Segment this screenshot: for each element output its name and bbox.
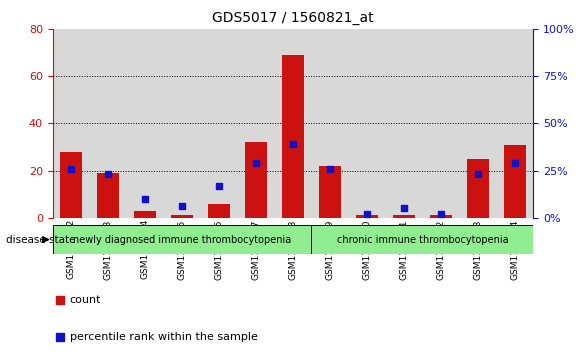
Point (362, 211, 372, 217)
Bar (282, 55, 304, 218)
Bar (171, 215, 193, 218)
Bar (312, 29, 349, 218)
Bar (134, 211, 156, 218)
Point (67, 166, 76, 172)
Bar (504, 144, 526, 218)
Bar (53, 29, 90, 218)
Point (436, 211, 445, 217)
Point (214, 183, 224, 189)
Text: GDS5017 / 1560821_at: GDS5017 / 1560821_at (212, 11, 374, 25)
Bar (423, 29, 459, 218)
Bar (466, 159, 489, 218)
Point (399, 205, 408, 211)
Point (55, 297, 64, 303)
Point (141, 196, 150, 202)
Bar (237, 29, 274, 218)
Bar (127, 29, 163, 218)
Bar (53, 225, 312, 254)
Bar (312, 225, 533, 254)
Text: percentile rank within the sample: percentile rank within the sample (70, 332, 257, 342)
Bar (356, 215, 378, 218)
Point (104, 171, 113, 177)
Bar (386, 29, 423, 218)
Bar (393, 215, 415, 218)
Bar (60, 152, 82, 218)
Bar (349, 29, 386, 218)
Bar (90, 29, 127, 218)
Point (325, 166, 335, 172)
Text: disease state: disease state (6, 234, 76, 245)
Bar (97, 173, 120, 218)
Point (473, 171, 482, 177)
Point (251, 160, 261, 166)
Point (55, 334, 64, 340)
Text: newly diagnosed immune thrombocytopenia: newly diagnosed immune thrombocytopenia (73, 234, 291, 245)
Bar (496, 29, 533, 218)
Bar (200, 29, 237, 218)
Point (510, 160, 519, 166)
Bar (430, 215, 452, 218)
Bar (163, 29, 200, 218)
Bar (274, 29, 312, 218)
Point (288, 141, 298, 147)
Point (178, 204, 187, 209)
Text: count: count (70, 295, 101, 305)
Bar (208, 204, 230, 218)
Bar (245, 142, 267, 218)
Bar (459, 29, 496, 218)
Text: chronic immune thrombocytopenia: chronic immune thrombocytopenia (336, 234, 508, 245)
Bar (319, 166, 341, 218)
